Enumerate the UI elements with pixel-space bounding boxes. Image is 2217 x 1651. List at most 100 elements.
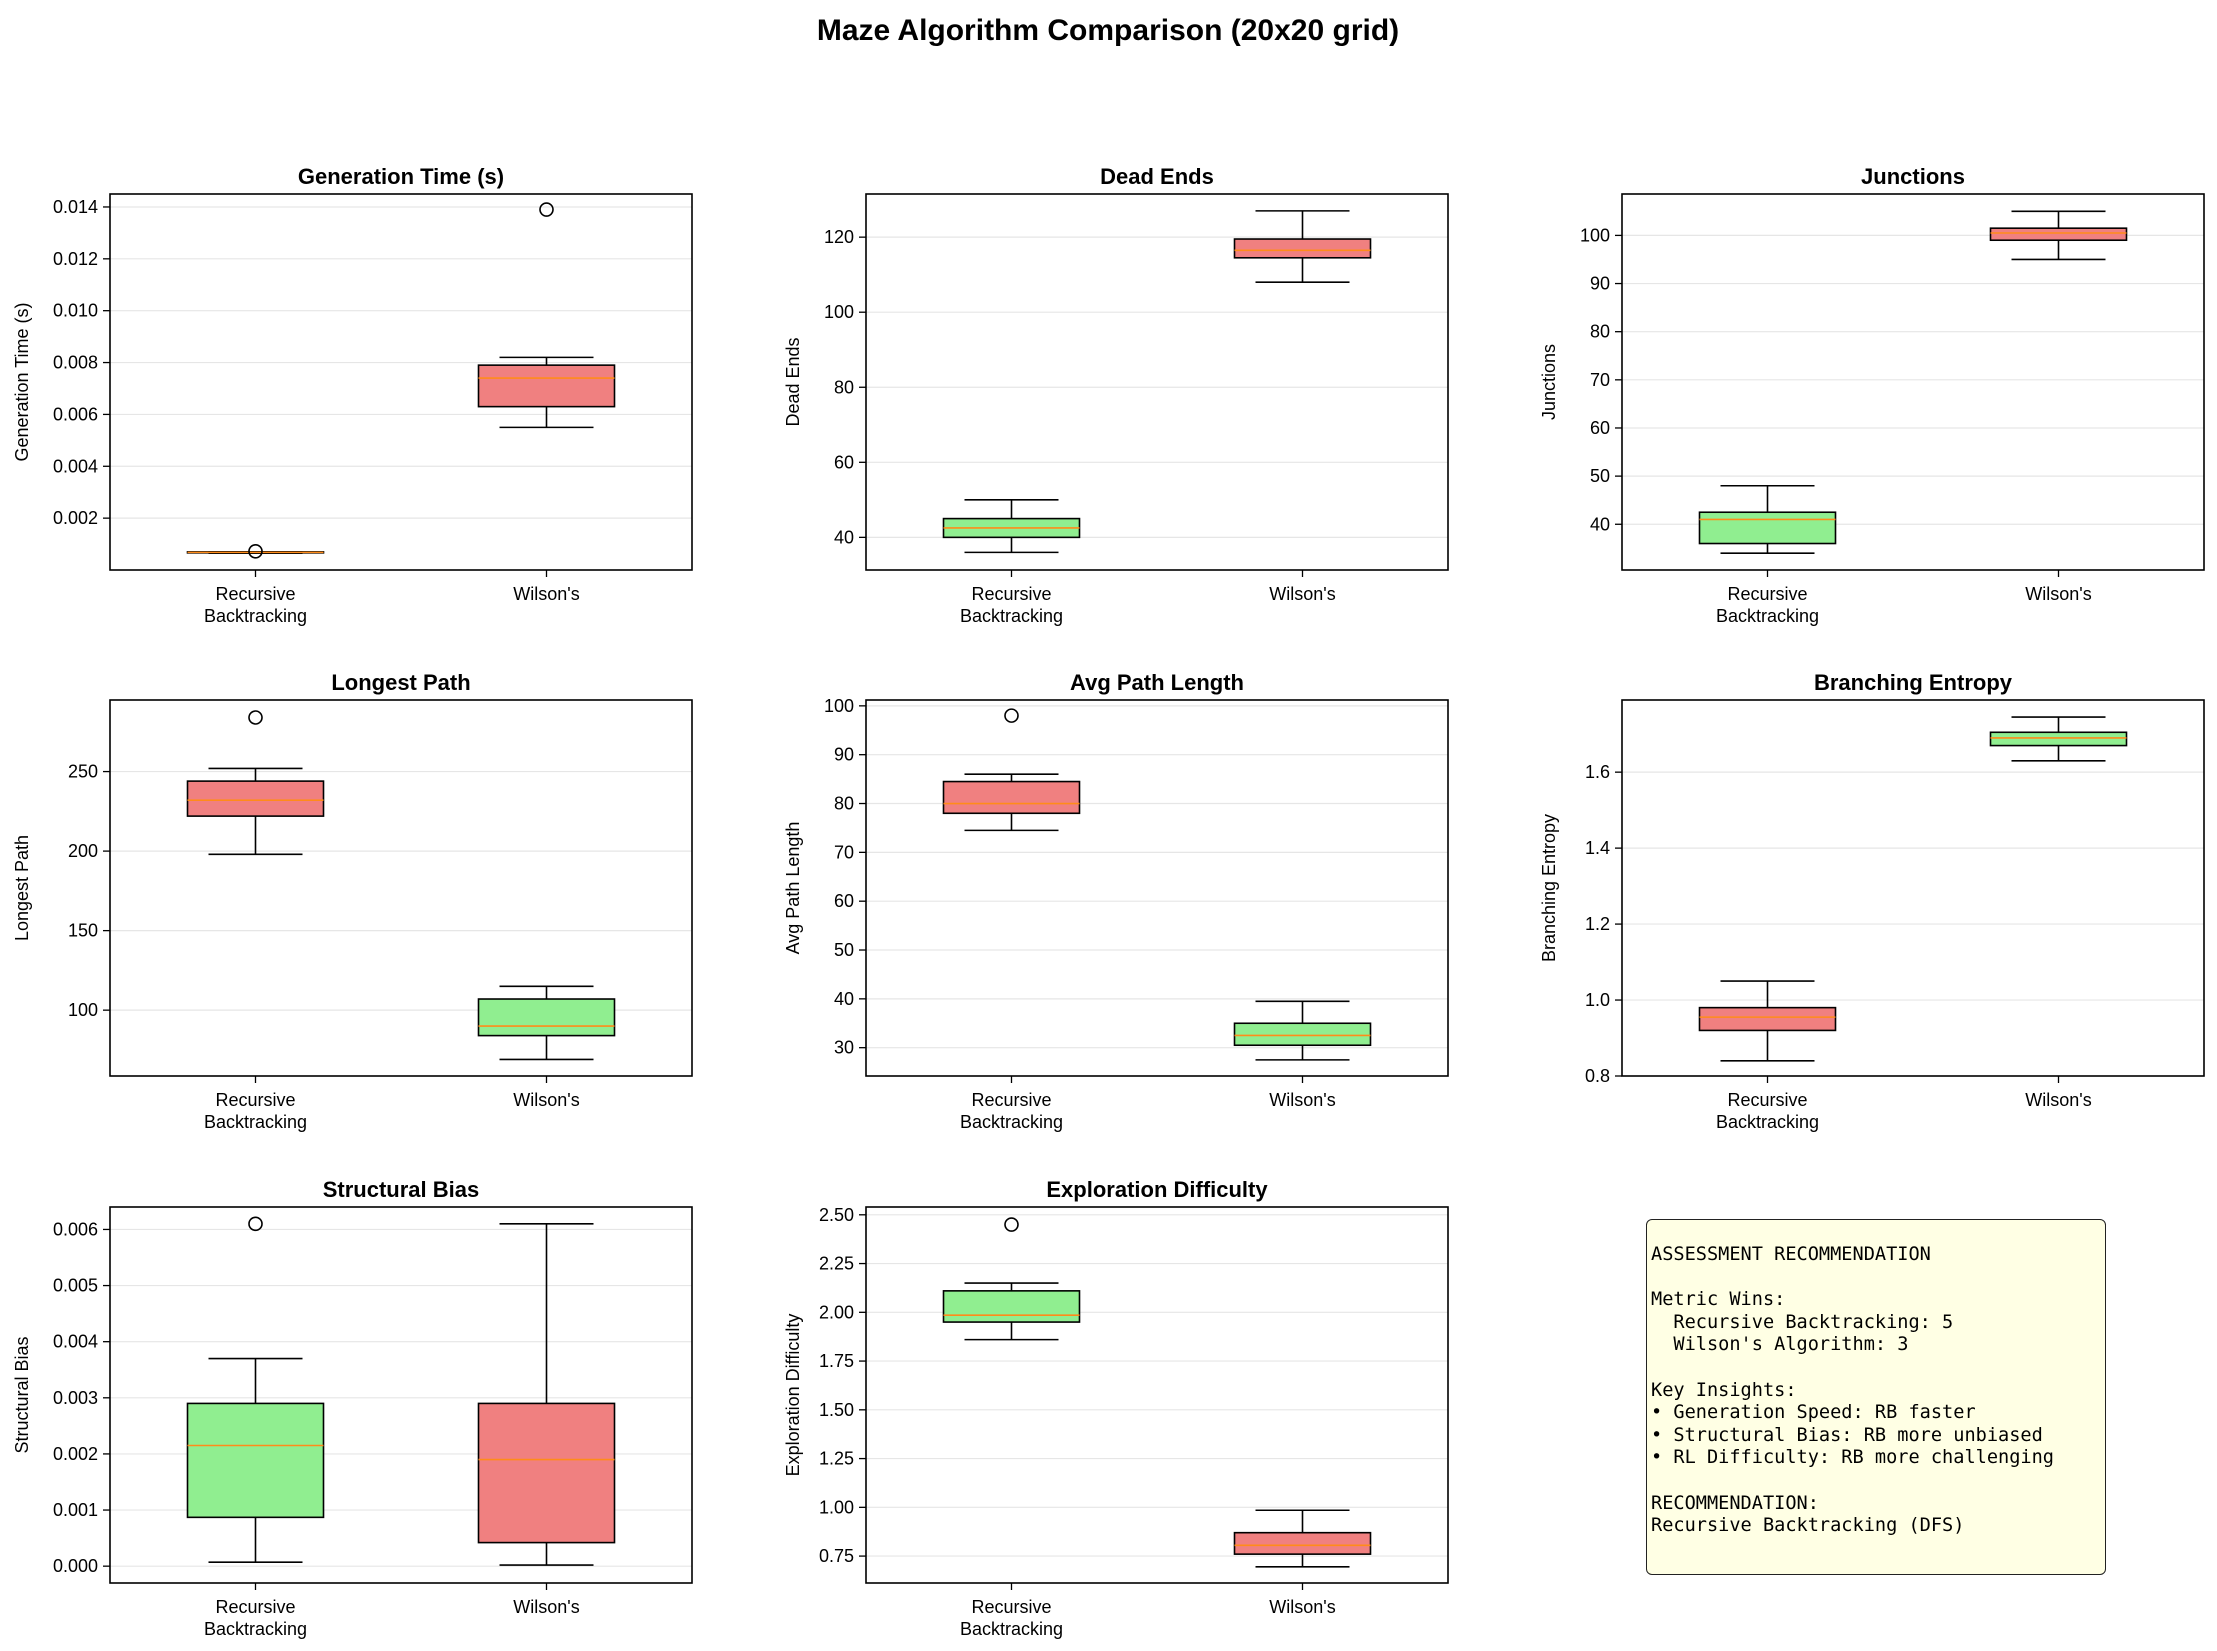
- ytick-label: 0.014: [53, 197, 98, 217]
- iqr-box: [1233, 1531, 1372, 1555]
- recommendation-line: Recursive Backtracking: 5: [1651, 1311, 1954, 1333]
- ytick-label: 120: [824, 227, 854, 247]
- ytick-label: 1.00: [819, 1497, 854, 1517]
- box-wilson-s: [1989, 210, 2128, 261]
- xtick-label: Wilson's: [1269, 1597, 1335, 1617]
- axes-frame: [865, 699, 1449, 1077]
- subplot-title: Dead Ends: [1100, 164, 1214, 189]
- iqr-box: [1989, 227, 2128, 242]
- ytick-label: 2.25: [819, 1254, 854, 1274]
- xtick-label: Wilson's: [513, 1090, 579, 1110]
- axes-frame: [109, 699, 693, 1077]
- y-axis-label: Generation Time (s): [12, 302, 32, 461]
- ytick-label: 40: [1590, 514, 1610, 534]
- iqr-box: [186, 780, 325, 817]
- ytick-label: 1.50: [819, 1400, 854, 1420]
- xtick-label: Recursive: [215, 1090, 295, 1110]
- axes-frame: [1621, 193, 2205, 571]
- recommendation-line: Recursive Backtracking (DFS): [1651, 1515, 1965, 1537]
- ytick-label: 90: [1590, 274, 1610, 294]
- xtick-label: Backtracking: [204, 1619, 307, 1639]
- subplot-title: Exploration Difficulty: [1046, 1177, 1268, 1202]
- iqr-box: [1233, 238, 1372, 259]
- y-axis-label: Avg Path Length: [783, 822, 803, 955]
- xtick-label: Recursive: [971, 1597, 1051, 1617]
- xtick-label: Wilson's: [1269, 584, 1335, 604]
- box-wilson-s: [477, 1223, 616, 1566]
- iqr-box: [1698, 1006, 1837, 1032]
- box-recursive-backtracking: [186, 544, 325, 559]
- iqr-box: [942, 1290, 1081, 1323]
- ytick-label: 0.8: [1585, 1066, 1610, 1086]
- axes-frame: [1621, 699, 2205, 1077]
- xtick-label: Backtracking: [1716, 606, 1819, 626]
- ytick-label: 1.75: [819, 1351, 854, 1371]
- ytick-label: 80: [834, 794, 854, 814]
- outlier-point: [248, 544, 263, 559]
- ytick-label: 100: [824, 696, 854, 716]
- ytick-label: 200: [68, 841, 98, 861]
- recommendation-line: • Generation Speed: RB faster: [1651, 1402, 1976, 1424]
- ytick-label: 0.012: [53, 249, 98, 269]
- xtick-label: Backtracking: [204, 606, 307, 626]
- iqr-box: [477, 364, 616, 408]
- ytick-label: 0.006: [53, 404, 98, 424]
- recommendation-line: Metric Wins:: [1651, 1289, 1786, 1311]
- outlier-point: [539, 202, 554, 217]
- xtick-label: Backtracking: [960, 1619, 1063, 1639]
- box-recursive-backtracking: [1698, 980, 1837, 1062]
- y-axis-label: Exploration Difficulty: [783, 1314, 803, 1477]
- subplot-title: Generation Time (s): [298, 164, 504, 189]
- ytick-label: 90: [834, 745, 854, 765]
- axes-frame: [109, 1206, 693, 1584]
- ytick-label: 0.004: [53, 456, 98, 476]
- ytick-label: 50: [1590, 466, 1610, 486]
- outlier-point: [248, 710, 263, 725]
- box-wilson-s: [477, 985, 616, 1061]
- recommendation-line: • Structural Bias: RB more unbiased: [1651, 1424, 2043, 1446]
- ytick-label: 60: [834, 891, 854, 911]
- subplot-title: Avg Path Length: [1070, 670, 1244, 695]
- ytick-label: 1.0: [1585, 990, 1610, 1010]
- xtick-label: Wilson's: [513, 584, 579, 604]
- box-recursive-backtracking: [186, 1216, 325, 1564]
- box-recursive-backtracking: [186, 710, 325, 856]
- ytick-label: 0.004: [53, 1332, 98, 1352]
- xtick-label: Wilson's: [513, 1597, 579, 1617]
- xtick-label: Recursive: [1727, 1090, 1807, 1110]
- xtick-label: Wilson's: [2025, 1090, 2091, 1110]
- iqr-box: [1233, 1022, 1372, 1047]
- iqr-box: [477, 998, 616, 1037]
- box-wilson-s: [477, 202, 616, 429]
- figure-title: Maze Algorithm Comparison (20x20 grid): [817, 14, 1399, 47]
- outlier-point: [248, 1216, 263, 1232]
- ytick-label: 0.005: [53, 1276, 98, 1296]
- ytick-label: 2.50: [819, 1205, 854, 1225]
- ytick-label: 1.4: [1585, 838, 1610, 858]
- subplot-title: Junctions: [1861, 164, 1965, 189]
- recommendation-line: ASSESSMENT RECOMMENDATION: [1651, 1244, 1931, 1265]
- recommendation-line: [1651, 1267, 2105, 1290]
- ytick-label: 30: [834, 1038, 854, 1058]
- xtick-label: Backtracking: [204, 1112, 307, 1132]
- box-recursive-backtracking: [942, 499, 1081, 554]
- recommendation-line: [1651, 1357, 2105, 1380]
- ytick-label: 100: [68, 1000, 98, 1020]
- subplot-title: Longest Path: [331, 670, 470, 695]
- ytick-label: 70: [834, 842, 854, 862]
- xtick-label: Wilson's: [2025, 584, 2091, 604]
- box-recursive-backtracking: [1698, 484, 1837, 554]
- outlier-point: [1004, 1217, 1019, 1232]
- ytick-label: 0.002: [53, 508, 98, 528]
- subplot-exploration-difficulty: 0.75 1.00 1.25 1.50 1.75 2.00 2.25 2.50 Recursiv…: [783, 1177, 1449, 1639]
- y-axis-label: Structural Bias: [12, 1336, 32, 1453]
- box-wilson-s: [1989, 716, 2128, 762]
- iqr-box: [942, 780, 1081, 815]
- ytick-label: 80: [834, 377, 854, 397]
- xtick-label: Backtracking: [960, 1112, 1063, 1132]
- ytick-label: 0.008: [53, 353, 98, 373]
